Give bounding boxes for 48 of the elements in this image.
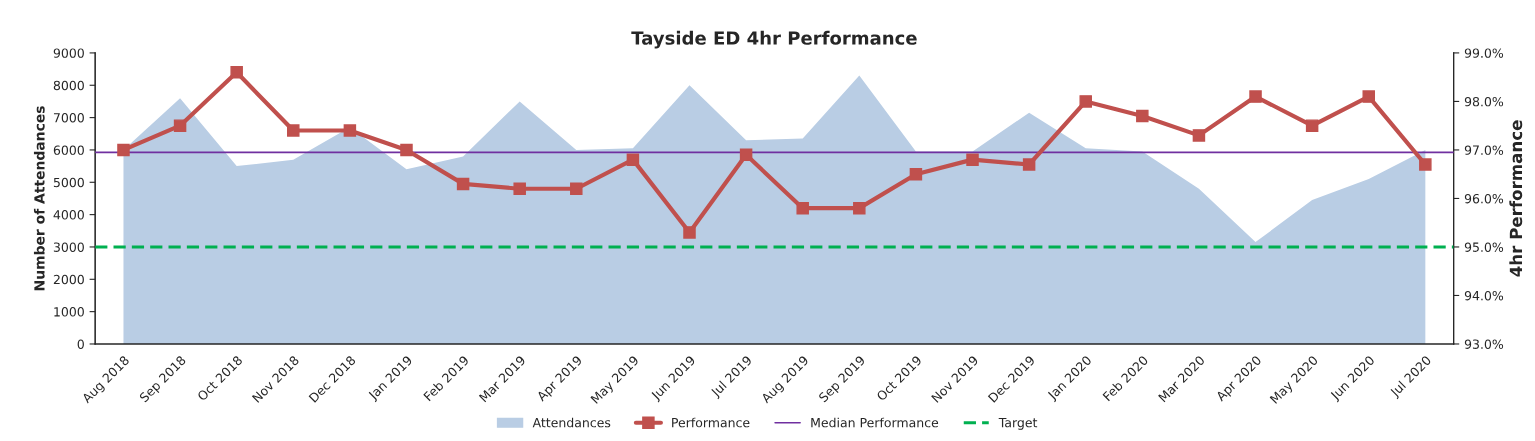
point (739, 148, 753, 162)
point (1249, 90, 1262, 103)
point (1022, 158, 1036, 171)
point (173, 119, 187, 132)
chart-title: Tayside ED 4hr Performance (631, 30, 917, 49)
y2-tick-label: 94.0% (1464, 290, 1504, 301)
point (230, 66, 243, 79)
point (683, 226, 696, 239)
point (966, 153, 979, 166)
point (853, 201, 866, 215)
y2-tick-label: 95.0% (1464, 242, 1504, 252)
point (117, 143, 130, 157)
legend-label: Target (998, 418, 1038, 430)
y-tick-label: 2000 (53, 274, 84, 285)
y-tick-label: 5000 (53, 177, 84, 188)
legend-label: Performance (672, 417, 750, 428)
point (343, 124, 357, 137)
point (796, 201, 809, 215)
y-tick-label: 4000 (53, 210, 84, 220)
y-tick-label: 9000 (53, 48, 84, 58)
y-axis-title: Number of Attendances (33, 106, 45, 291)
y2-tick-label: 97.0% (1464, 145, 1504, 155)
legend-label: Attendances (532, 417, 611, 428)
y-tick-label: 6000 (53, 145, 84, 155)
point (1136, 109, 1149, 123)
point (909, 167, 923, 181)
point (626, 153, 640, 166)
point (1419, 158, 1432, 171)
point (570, 182, 583, 195)
y-tick-label: 7000 (53, 113, 84, 123)
y2-tick-label: 96.0% (1464, 193, 1504, 204)
point (456, 177, 470, 191)
y-tick-label: 0 (77, 339, 84, 349)
y2-tick-label: 98.0% (1464, 96, 1504, 107)
y2-tick-label: 99.0% (1464, 48, 1504, 58)
y-tick-label: 3000 (53, 242, 84, 252)
point (400, 143, 413, 157)
point (1362, 90, 1375, 103)
point (513, 182, 526, 195)
y2-axis-title: 4hr Performance (1509, 120, 1523, 277)
point (1305, 119, 1319, 132)
y2-tick-label: 93.0% (1464, 339, 1504, 349)
point (1079, 95, 1092, 108)
y-tick-label: 8000 (53, 80, 84, 91)
point (1192, 129, 1206, 142)
y-tick-label: 1000 (54, 307, 84, 317)
point (287, 124, 300, 137)
legend-label: Median Performance (811, 417, 939, 428)
